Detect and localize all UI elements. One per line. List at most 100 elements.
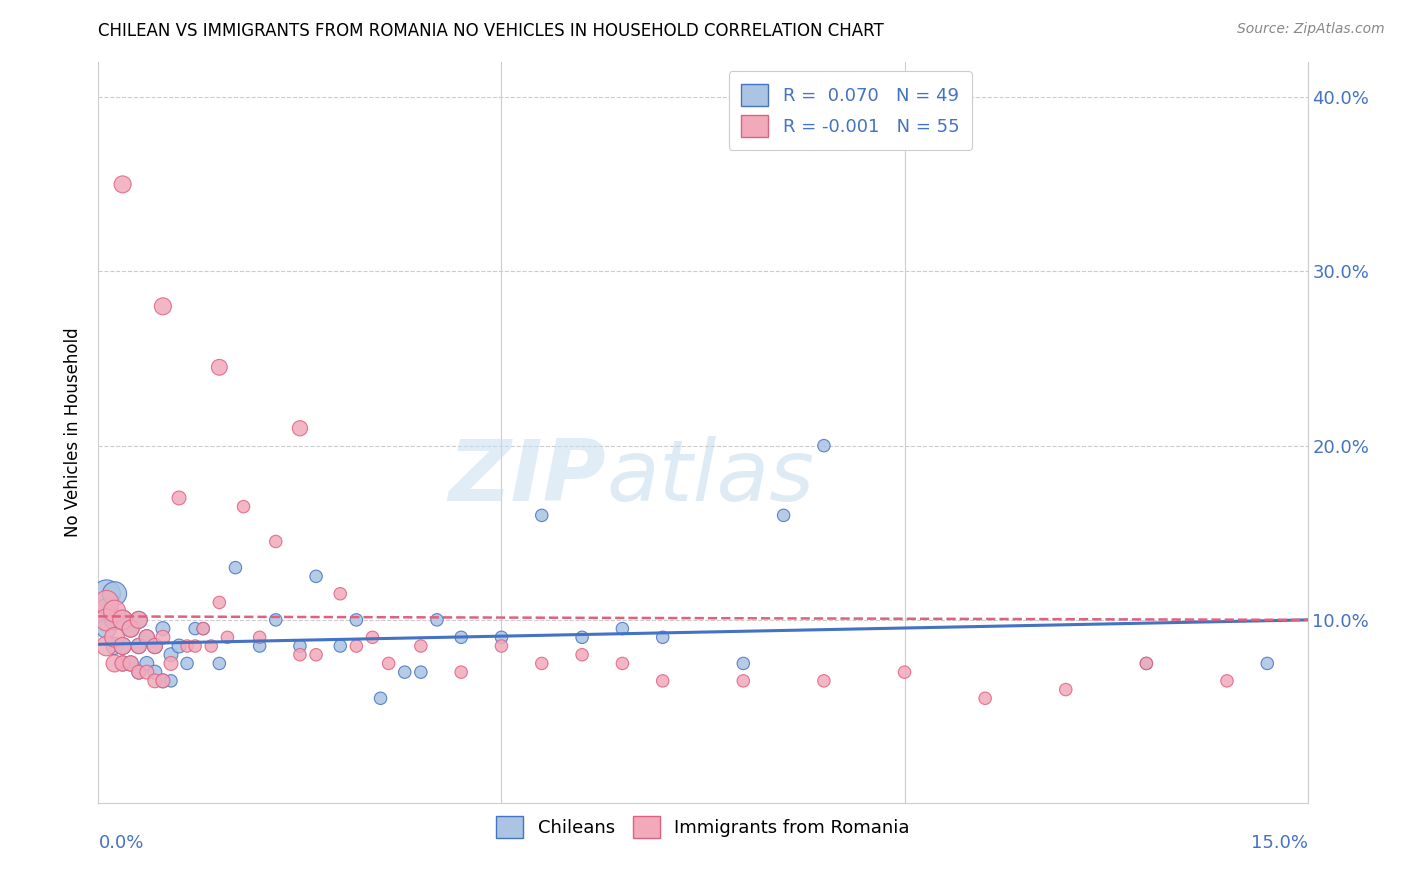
Point xyxy=(152,622,174,636)
Point xyxy=(974,691,997,706)
Point xyxy=(160,673,183,688)
Point xyxy=(135,630,157,644)
Point xyxy=(152,673,174,688)
Point xyxy=(128,613,150,627)
Point xyxy=(249,639,271,653)
Point xyxy=(733,657,755,671)
Point xyxy=(128,639,150,653)
Text: ZIP: ZIP xyxy=(449,435,606,518)
Point xyxy=(813,439,835,453)
Text: CHILEAN VS IMMIGRANTS FROM ROMANIA NO VEHICLES IN HOUSEHOLD CORRELATION CHART: CHILEAN VS IMMIGRANTS FROM ROMANIA NO VE… xyxy=(98,22,884,40)
Point xyxy=(184,622,207,636)
Point xyxy=(135,657,157,671)
Point xyxy=(152,673,174,688)
Point xyxy=(1135,657,1157,671)
Point xyxy=(103,587,125,601)
Point xyxy=(143,639,166,653)
Point xyxy=(143,639,166,653)
Point xyxy=(103,657,125,671)
Point xyxy=(143,673,166,688)
Point xyxy=(530,657,553,671)
Point xyxy=(111,613,134,627)
Point xyxy=(612,657,634,671)
Point xyxy=(329,639,352,653)
Point xyxy=(288,639,311,653)
Point xyxy=(288,421,311,435)
Point xyxy=(530,508,553,523)
Text: Source: ZipAtlas.com: Source: ZipAtlas.com xyxy=(1237,22,1385,37)
Point xyxy=(111,613,134,627)
Point xyxy=(96,587,118,601)
Point xyxy=(128,665,150,680)
Point xyxy=(96,639,118,653)
Point xyxy=(344,639,367,653)
Point xyxy=(128,613,150,627)
Point xyxy=(491,639,513,653)
Point xyxy=(305,648,328,662)
Point xyxy=(128,639,150,653)
Point xyxy=(1256,657,1278,671)
Point xyxy=(426,613,449,627)
Point xyxy=(264,534,287,549)
Text: 0.0%: 0.0% xyxy=(98,834,143,852)
Point xyxy=(208,595,231,609)
Point xyxy=(571,648,593,662)
Point xyxy=(167,491,190,505)
Point xyxy=(813,673,835,688)
Point xyxy=(120,657,142,671)
Point xyxy=(103,630,125,644)
Point xyxy=(264,613,287,627)
Point xyxy=(249,630,271,644)
Point xyxy=(111,639,134,653)
Point xyxy=(772,508,794,523)
Text: atlas: atlas xyxy=(606,435,814,518)
Point xyxy=(1135,657,1157,671)
Point xyxy=(409,639,432,653)
Point xyxy=(450,630,472,644)
Point xyxy=(111,657,134,671)
Point xyxy=(344,613,367,627)
Point xyxy=(96,613,118,627)
Point xyxy=(361,630,384,644)
Point xyxy=(329,587,352,601)
Point xyxy=(1054,682,1077,697)
Point xyxy=(143,665,166,680)
Point xyxy=(120,657,142,671)
Point xyxy=(103,639,125,653)
Point xyxy=(135,665,157,680)
Point xyxy=(152,630,174,644)
Point xyxy=(893,665,915,680)
Point xyxy=(111,178,134,192)
Point xyxy=(193,622,215,636)
Point xyxy=(111,657,134,671)
Point xyxy=(208,657,231,671)
Point xyxy=(217,630,239,644)
Point xyxy=(651,630,673,644)
Point xyxy=(160,657,183,671)
Point xyxy=(160,648,183,662)
Point xyxy=(103,604,125,618)
Point xyxy=(176,657,198,671)
Point xyxy=(377,657,399,671)
Point xyxy=(232,500,254,514)
Point xyxy=(370,691,392,706)
Point xyxy=(612,622,634,636)
Point xyxy=(120,622,142,636)
Point xyxy=(571,630,593,644)
Point xyxy=(651,673,673,688)
Point xyxy=(135,630,157,644)
Point xyxy=(152,299,174,313)
Point xyxy=(450,665,472,680)
Point xyxy=(288,648,311,662)
Point xyxy=(103,613,125,627)
Point xyxy=(184,639,207,653)
Point xyxy=(96,604,118,618)
Point xyxy=(305,569,328,583)
Point xyxy=(128,665,150,680)
Legend: Chileans, Immigrants from Romania: Chileans, Immigrants from Romania xyxy=(489,809,917,846)
Point xyxy=(1216,673,1239,688)
Point xyxy=(491,630,513,644)
Point xyxy=(733,673,755,688)
Point xyxy=(208,360,231,375)
Point xyxy=(200,639,222,653)
